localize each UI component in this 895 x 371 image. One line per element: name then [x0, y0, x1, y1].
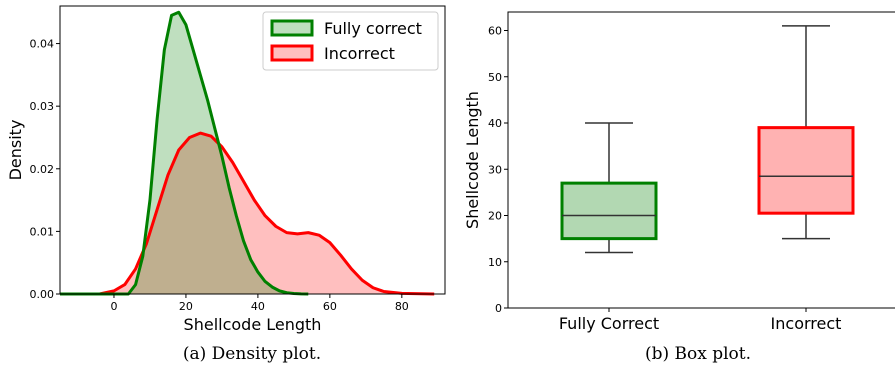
box-body: [757, 126, 855, 215]
density-y-tick-label: 0.04: [30, 38, 55, 51]
density-x-axis-label: Shellcode Length: [184, 315, 322, 334]
box-caption: (b) Box plot.: [645, 344, 751, 364]
legend-label-incorrect: Incorrect: [324, 44, 395, 63]
box-y-ticks: 0 10 20 30 40 50 60: [488, 25, 508, 315]
legend-frame: [262, 11, 439, 71]
box-y-tick-label: 30: [488, 163, 502, 176]
density-y-tick-label: 0.00: [30, 288, 55, 301]
density-caption: (a) Density plot.: [183, 344, 321, 364]
density-y-axis-label: Density: [6, 120, 25, 181]
box-y-axis-label: Shellcode Length: [463, 91, 482, 229]
box-0: [560, 122, 658, 254]
box-x-ticks: Fully Correct Incorrect: [559, 308, 842, 333]
density-legend: Fully correct Incorrect: [262, 11, 439, 71]
density-areas: [60, 10, 435, 296]
density-x-tick-label: 80: [395, 300, 409, 313]
box-marks: [560, 25, 855, 254]
density-y-tick-label: 0.02: [30, 163, 55, 176]
density-x-tick-label: 40: [251, 300, 265, 313]
box-body: [560, 181, 658, 241]
box-y-tick-label: 60: [488, 25, 502, 38]
density-y-ticks: 0.00 0.01 0.02 0.03 0.04: [30, 38, 60, 301]
box-plot-frame: [507, 11, 895, 309]
box-y-tick-label: 20: [488, 210, 502, 223]
box-x-tick-label: Incorrect: [771, 314, 842, 333]
density-x-tick-label: 0: [110, 300, 117, 313]
density-area-0: [60, 12, 309, 294]
density-area-1: [60, 133, 435, 294]
legend-swatch-incorrect: [270, 44, 314, 62]
legend-swatch-fully-correct: [270, 19, 314, 37]
density-y-tick-label: 0.01: [30, 225, 55, 238]
density-y-tick-label: 0.03: [30, 100, 55, 113]
box-y-tick-label: 10: [488, 256, 502, 269]
box-plot: 0 10 20 30 40 50 60 Fully Correct Incorrect She…: [463, 11, 895, 364]
density-plot-frame: [59, 5, 446, 295]
density-x-ticks: 0 20 40 60 80: [110, 294, 409, 313]
box-y-tick-label: 0: [495, 302, 502, 315]
legend-label-fully-correct: Fully correct: [324, 19, 422, 38]
density-plot: 0 20 40 60 80 0.00 0.01 0.02 0.03 0.04 Shellcode…: [6, 5, 446, 364]
box-1: [757, 25, 855, 240]
density-x-tick-label: 20: [179, 300, 193, 313]
density-line-0: [60, 10, 309, 296]
box-y-tick-label: 40: [488, 117, 502, 130]
box-x-tick-label: Fully Correct: [559, 314, 659, 333]
box-y-tick-label: 50: [488, 71, 502, 84]
density-x-tick-label: 60: [323, 300, 337, 313]
